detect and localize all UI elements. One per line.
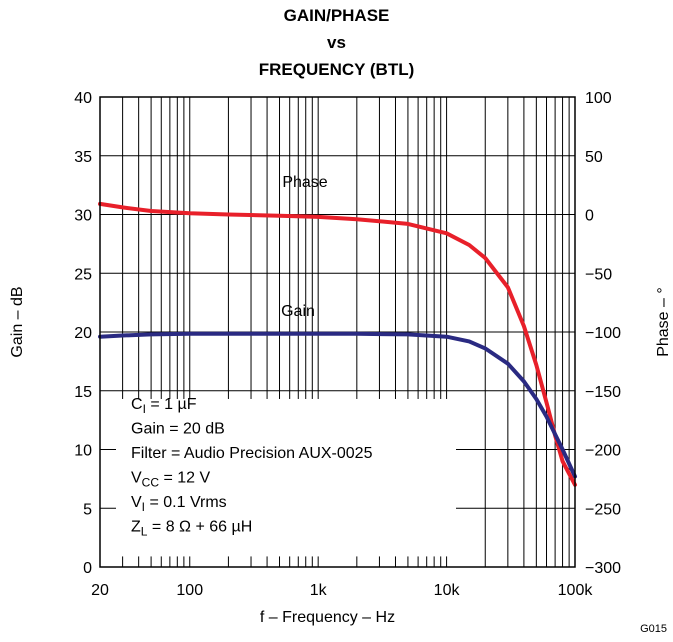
frame-layer [99, 96, 576, 568]
y-right-tick-label: 100 [585, 90, 612, 107]
annotation-subscript: I [143, 402, 146, 416]
annotation-rest-text: = 1 µF [146, 396, 197, 413]
chart-title-line-3: FREQUENCY (BTL) [258, 60, 415, 79]
y-right-tick-label: −300 [585, 560, 621, 577]
annotation-line: VI = 0.1 Vrms [131, 494, 227, 514]
y-left-tick-label: 0 [83, 560, 92, 577]
y-right-tick-label: −200 [585, 443, 621, 460]
series-line-phase [98, 201, 577, 487]
series-layer [98, 201, 577, 487]
y-left-tick-label: 40 [74, 90, 92, 107]
chart-title-line-1: GAIN/PHASE [283, 6, 390, 25]
y-right-tick-label: −100 [585, 325, 621, 342]
y-right-tick-label: 50 [585, 149, 603, 166]
annotation-main-text: Z [131, 518, 141, 535]
label-layer: Phase Gain 20 100 1k 10k 100k 0 5 10 15 20 25 30 35 40 −… [9, 90, 672, 626]
plot-frame [99, 96, 576, 568]
annotation-line: Gain = 20 dB [131, 420, 225, 437]
curve-label-gain: Gain [281, 303, 315, 320]
annotation-background [116, 398, 456, 557]
annotation-subscript: CC [142, 475, 160, 489]
annotation-line: Filter = Audio Precision AUX-0025 [131, 445, 373, 462]
y-left-tick-label: 25 [74, 266, 92, 283]
annotation-line: VCC = 12 V [131, 469, 210, 489]
annotation-rest-text: = 0.1 Vrms [145, 494, 227, 511]
curve-label-phase: Phase [282, 174, 327, 191]
x-tick-label: 10k [434, 582, 461, 599]
x-tick-label: 100k [558, 582, 594, 599]
chart-title-line-2: vs [327, 33, 346, 52]
annotation-main-text: Gain = 20 dB [131, 420, 225, 437]
y-left-tick-label: 30 [74, 208, 92, 225]
y-right-axis-title: Phase – ° [655, 287, 672, 357]
x-tick-label: 100 [176, 582, 203, 599]
y-left-tick-label: 5 [83, 501, 92, 518]
y-right-tick-label: −50 [585, 266, 612, 283]
y-right-tick-label: −250 [585, 501, 621, 518]
y-left-tick-label: 15 [74, 384, 92, 401]
annotation-subscript: I [142, 500, 145, 514]
y-left-tick-label: 35 [74, 149, 92, 166]
x-tick-label: 1k [310, 582, 328, 599]
y-left-axis-title: Gain – dB [9, 286, 26, 357]
x-tick-label: 20 [91, 582, 109, 599]
annotation-line: CI = 1 µF [131, 396, 197, 416]
y-right-tick-label: −150 [585, 384, 621, 401]
y-left-tick-label: 20 [74, 325, 92, 342]
annotation-main-text: C [131, 396, 143, 413]
annotation-subscript: L [141, 524, 148, 538]
figure-id: G015 [640, 623, 667, 635]
annotation-rest-text: = 12 V [159, 469, 210, 486]
annotation-main-text: Filter = Audio Precision AUX-0025 [131, 445, 373, 462]
annotation-main-text: V [131, 469, 142, 486]
annotation-rest-text: = 8 Ω + 66 µH [147, 518, 252, 535]
y-right-tick-label: 0 [585, 208, 594, 225]
y-left-tick-label: 10 [74, 443, 92, 460]
x-axis-title: f – Frequency – Hz [260, 609, 395, 626]
series-line-gain [98, 331, 577, 479]
annotation-main-text: V [131, 494, 142, 511]
annotation-line: ZL = 8 Ω + 66 µH [131, 518, 252, 538]
